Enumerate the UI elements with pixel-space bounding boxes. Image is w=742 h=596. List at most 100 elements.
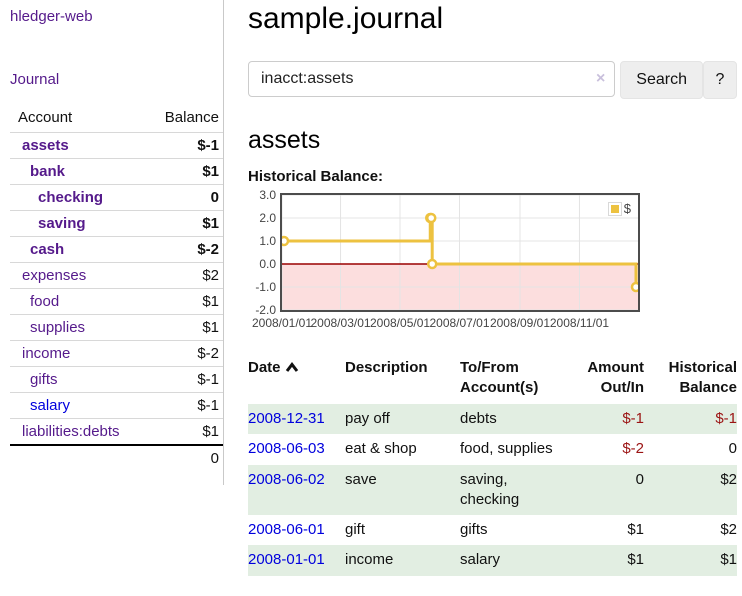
account-row: liabilities:debts $1	[10, 418, 223, 445]
account-balance: $1	[149, 314, 223, 341]
account-link[interactable]: income	[22, 345, 71, 362]
account-row: supplies $1	[10, 314, 223, 341]
register-header-amount: Amount Out/In	[587, 359, 644, 396]
legend-swatch-icon	[607, 201, 622, 216]
chart-y-tick: 3.0	[259, 188, 276, 202]
chart-title: Historical Balance:	[248, 168, 384, 185]
transaction-amount: $1	[572, 545, 644, 576]
account-row: gifts $-1	[10, 366, 223, 393]
account-row: salary $-1	[10, 392, 223, 419]
chart-x-tick: 2008/11/01	[549, 316, 610, 330]
account-link[interactable]: gifts	[30, 371, 58, 388]
chart-legend: $	[605, 200, 633, 217]
search-button[interactable]: Search	[620, 61, 703, 99]
transaction-date-link[interactable]: 2008-01-01	[248, 551, 325, 569]
register-header-description: Description	[345, 359, 428, 376]
register-header-date[interactable]: Date	[248, 356, 345, 404]
transaction-balance: $-1	[644, 404, 737, 435]
account-row: expenses $2	[10, 262, 223, 289]
account-link[interactable]: supplies	[30, 319, 86, 336]
transaction-accounts: gifts	[460, 521, 488, 538]
account-row: income $-2	[10, 340, 223, 367]
account-row: assets $-1	[10, 132, 223, 159]
transaction-amount: $1	[627, 521, 644, 538]
account-link[interactable]: food	[30, 293, 60, 310]
clear-search-icon[interactable]: ×	[595, 70, 606, 87]
account-link[interactable]: salary	[30, 397, 71, 414]
account-link[interactable]: cash	[30, 241, 65, 258]
transaction-description: save	[345, 464, 460, 515]
main-content: sample.journal × Search ? assets Histori…	[224, 0, 742, 596]
search-input-wrap: ×	[248, 61, 616, 99]
page-title: sample.journal	[248, 2, 444, 35]
chart-x-tick: 2008/01/01	[251, 316, 313, 330]
search-input[interactable]	[248, 61, 616, 97]
transaction-row: 2008-01-01 income salary $1 $1	[248, 545, 737, 576]
transaction-balance: $1	[644, 545, 737, 576]
transaction-accounts: debts	[460, 404, 572, 435]
transaction-description: gift	[345, 521, 366, 538]
sort-asc-icon	[285, 362, 298, 372]
transaction-balance: $2	[644, 464, 737, 515]
transaction-amount: 0	[572, 464, 644, 515]
transaction-row: 2008-06-02 save saving, checking 0 $2	[248, 464, 737, 515]
transaction-date-link[interactable]: 2008-06-02	[248, 470, 325, 488]
register-header-accounts: To/From Account(s)	[460, 359, 539, 396]
accounts-total-value: 0	[149, 444, 223, 471]
search-bar: × Search ?	[248, 61, 737, 99]
account-balance: $1	[149, 418, 223, 445]
account-link[interactable]: saving	[38, 215, 86, 232]
transaction-description: pay off	[345, 404, 460, 435]
account-balance: $-1	[149, 132, 223, 159]
account-balance: $-1	[149, 366, 223, 393]
help-button[interactable]: ?	[703, 61, 737, 99]
chart-y-tick: 0.0	[259, 257, 276, 271]
account-balance: $-2	[149, 340, 223, 367]
account-link[interactable]: assets	[22, 137, 69, 154]
transaction-amount: $-2	[622, 440, 644, 458]
account-row: cash $-2	[10, 236, 223, 263]
account-heading: assets	[248, 126, 321, 154]
transaction-description: eat & shop	[345, 440, 417, 458]
chart-plot-area	[280, 193, 640, 312]
transaction-amount: $-1	[572, 404, 644, 435]
chart-x-tick: 2008/07/01	[429, 316, 490, 330]
chart-y-tick: -2.0	[255, 303, 276, 317]
chart-y-tick: 2.0	[259, 211, 276, 225]
transaction-date-link[interactable]: 2008-12-31	[248, 410, 325, 427]
chart-x-tick: 2008/09/01	[489, 316, 550, 330]
account-balance: $2	[149, 262, 223, 289]
accounts-table: Account Balance assets $-1 bank $1 checking 0…	[10, 105, 223, 471]
account-balance: $1	[149, 210, 223, 237]
accounts-header-account: Account	[18, 109, 73, 126]
app-title-link[interactable]: hledger-web	[10, 8, 93, 25]
transaction-row: 2008-06-03 eat & shop food, supplies $-2 0	[248, 434, 737, 464]
chart-y-tick: -1.0	[255, 280, 276, 294]
account-balance: 0	[149, 184, 223, 211]
account-row: food $1	[10, 288, 223, 315]
register-header-balance: Historical Balance	[668, 359, 737, 396]
account-link[interactable]: liabilities:debts	[22, 423, 120, 440]
transaction-date-link[interactable]: 2008-06-01	[248, 521, 325, 538]
account-row: bank $1	[10, 158, 223, 185]
transaction-balance: $2	[720, 521, 737, 538]
account-link[interactable]: bank	[30, 163, 66, 180]
chart-x-tick: 2008/05/01	[369, 316, 431, 330]
transaction-row: 2008-12-31 pay off debts $-1 $-1	[248, 404, 737, 435]
account-row: checking 0	[10, 184, 223, 211]
sidebar-item-journal[interactable]: Journal	[10, 71, 60, 88]
chart-y-tick: 1.0	[259, 234, 276, 248]
register-table: Date Description To/From Account(s) Amou…	[248, 356, 737, 576]
accounts-header-balance: Balance	[164, 109, 219, 126]
legend-label: $	[623, 201, 631, 216]
sidebar: hledger-web Journal Account Balance asse…	[0, 0, 224, 485]
account-row: saving $1	[10, 210, 223, 237]
account-link[interactable]: expenses	[22, 267, 87, 284]
transaction-date-link[interactable]: 2008-06-03	[248, 440, 325, 458]
account-balance: $1	[149, 158, 223, 185]
chart-x-tick: 2008/03/01	[310, 316, 371, 330]
transaction-balance: 0	[728, 440, 737, 458]
account-balance: $-2	[149, 236, 223, 263]
account-link[interactable]: checking	[38, 189, 104, 206]
